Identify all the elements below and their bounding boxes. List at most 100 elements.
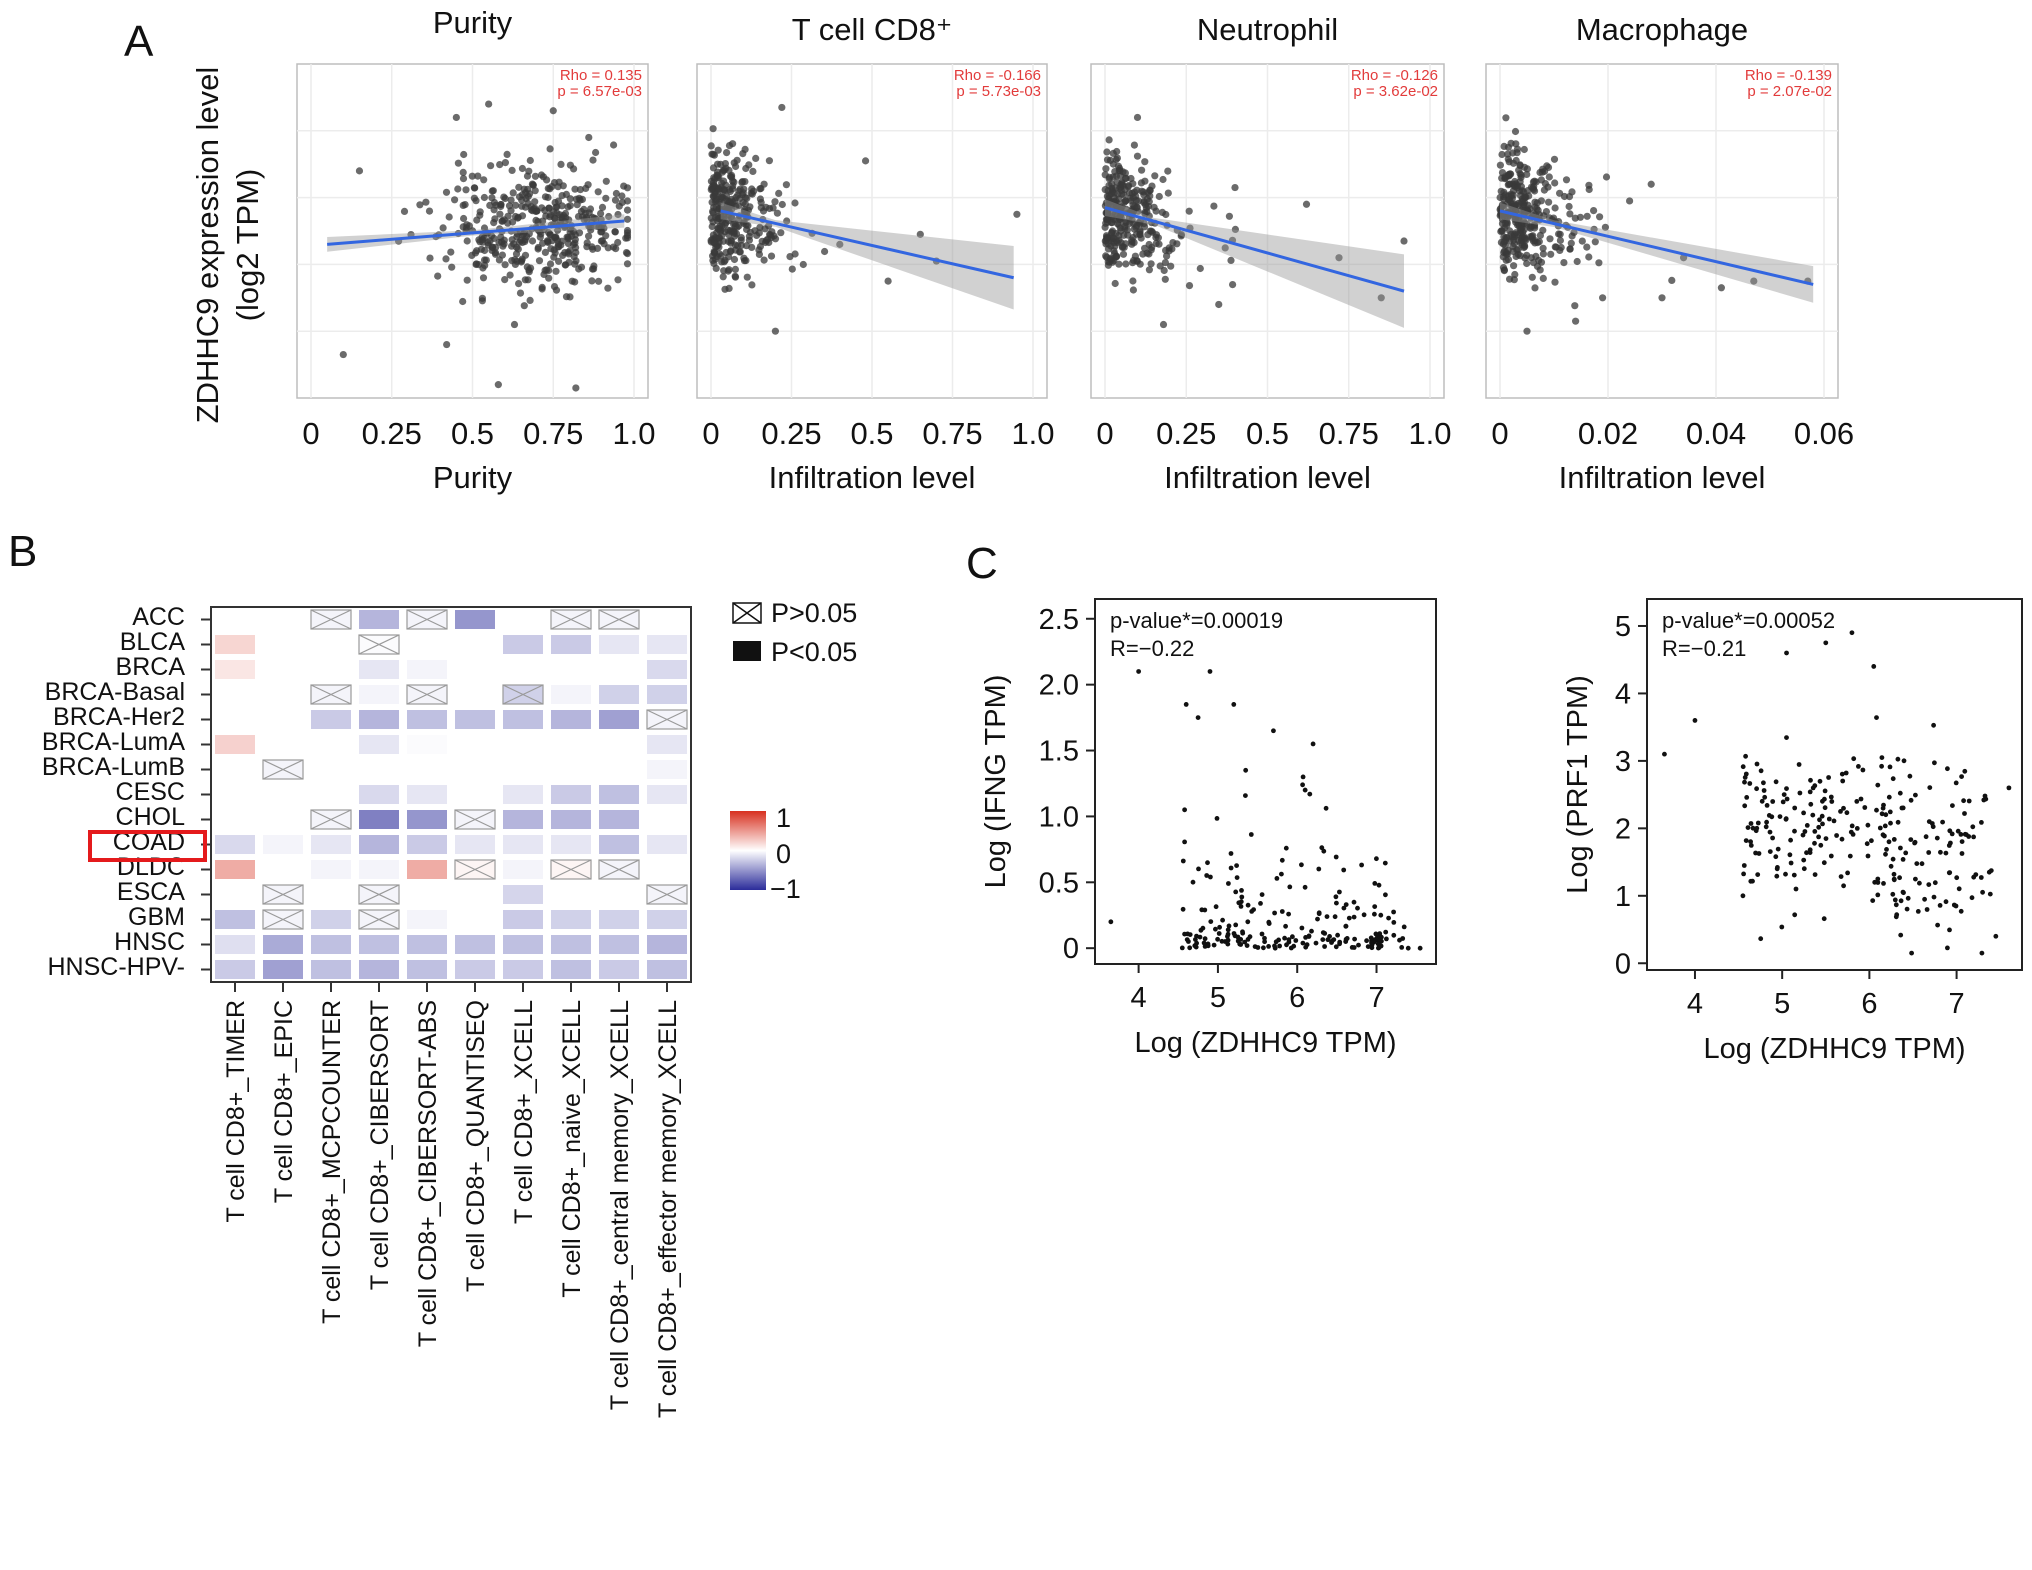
data-point [1865,822,1871,828]
data-point [479,264,487,272]
data-point [563,233,571,241]
data-point [611,228,619,236]
data-point [1801,810,1806,816]
data-point [1961,798,1966,804]
data-point [1922,896,1927,902]
data-point [1839,836,1845,842]
data-point [1822,805,1828,811]
data-point [1839,771,1845,777]
data-point [445,213,453,221]
nonsignificant-cross [550,609,592,630]
data-point [1316,866,1322,872]
data-point [707,186,715,194]
data-point [546,213,554,221]
data-point [1302,787,1308,793]
data-point [1324,914,1330,919]
data-point [460,150,468,159]
data-point [508,218,517,226]
data-point [771,198,779,206]
data-point [1838,874,1844,879]
data-point [712,264,720,272]
data-point [1302,200,1311,208]
data-point [1161,275,1169,283]
data-point [426,254,434,262]
data-point [1926,882,1932,887]
data-point [1804,823,1810,828]
row-label: ESCA [117,878,185,906]
data-point [1578,237,1586,245]
panel-c: 4 5 6 7 0 0.5 1.0 1.5 2.0 2.5 Log (ZDHHC9 TPM) Log … [980,598,2023,1065]
rho-label: Rho = -0.139 [1745,67,1832,84]
data-point [1993,933,1999,939]
data-point [1136,230,1144,238]
data-point [1274,876,1280,881]
heatmap-cell [551,710,591,729]
data-point [1182,931,1187,937]
data-point [1179,945,1185,951]
data-point [1300,774,1306,780]
data-point [1539,250,1547,258]
data-point [1562,176,1571,184]
data-point [1979,950,1985,956]
data-point [614,210,622,219]
data-point [1164,167,1172,175]
data-point [1259,931,1265,937]
data-point [1215,936,1220,942]
data-point [1229,281,1237,289]
data-point [1529,259,1538,267]
data-point [1496,161,1504,169]
data-point [731,265,740,273]
column-label: T cell CD8+_MCPCOUNTER [318,1000,346,1324]
nonsignificant-marker [550,859,592,880]
data-point [1764,819,1769,825]
data-point [1141,208,1149,217]
x-tick-label: 4 [1687,988,1703,1020]
data-point [1376,945,1381,951]
data-point [1882,823,1888,829]
data-point [1511,270,1519,279]
data-point [1892,897,1898,903]
data-point [1912,840,1917,846]
data-point [551,249,559,257]
data-point [1767,829,1773,835]
x-tick-label: 1.0 [1011,416,1054,451]
data-point [1498,174,1506,182]
data-point [1528,273,1536,281]
data-point [1821,916,1827,922]
data-point [1129,201,1137,209]
data-point [1180,906,1186,912]
data-point [1109,198,1117,206]
data-point [515,238,524,246]
data-point [769,204,777,212]
data-point [1797,790,1803,796]
heatmap-cell [407,910,447,929]
nonsignificant-cross [646,709,688,730]
x-tick-label: 0.75 [922,416,982,451]
data-point [1239,888,1244,893]
legend-p-gt-label: P>0.05 [771,598,857,628]
data-point [788,265,796,273]
data-point [1513,145,1522,153]
nonsignificant-marker [646,709,688,730]
data-point [550,283,559,291]
data-point [1568,232,1576,240]
data-point [1333,944,1339,950]
data-point [1205,943,1211,949]
heatmap-cell [599,710,639,729]
data-point [1197,934,1203,940]
data-point [1372,911,1377,917]
data-point [729,140,737,148]
confidence-band [720,202,1014,310]
data-point [1545,198,1553,206]
data-point [1566,245,1574,253]
row-label: BRCA-Basal [45,678,185,706]
data-point [614,238,622,247]
x-tick-label: 0.5 [1246,416,1289,451]
data-point [1509,159,1518,167]
nonsignificant-marker [598,609,640,630]
heatmap-cell [359,810,399,829]
x-tick-label: 0.75 [1319,416,1379,451]
data-point [799,260,807,269]
data-point [741,145,749,153]
data-point [1190,879,1196,885]
